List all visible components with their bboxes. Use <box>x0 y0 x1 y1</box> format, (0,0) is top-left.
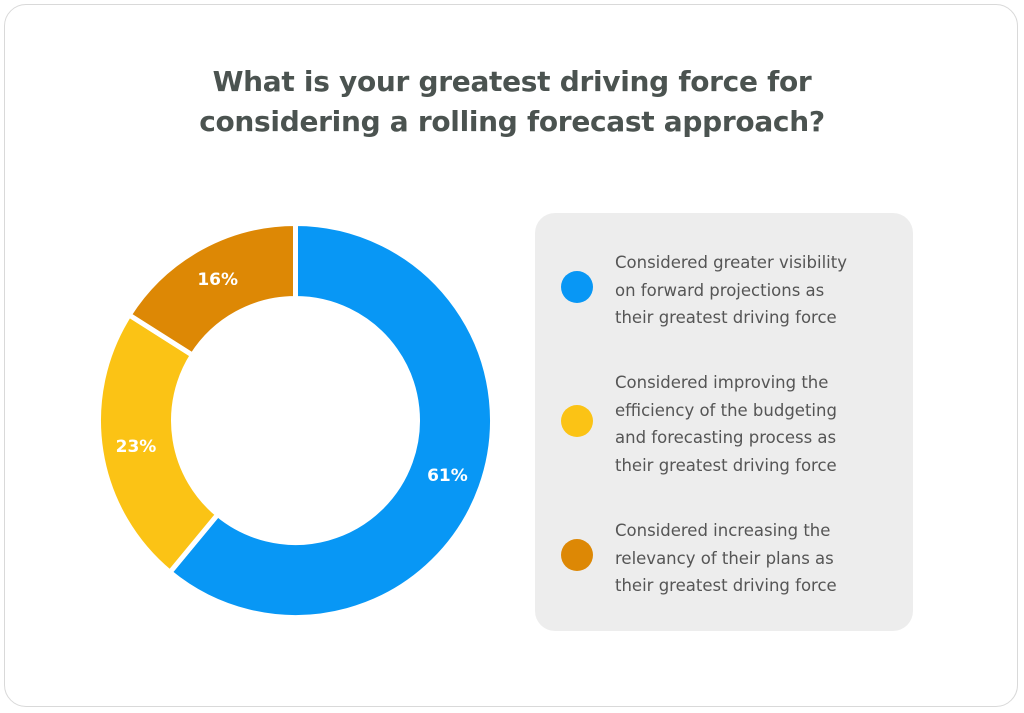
legend-label: Considered greater visibility on forward… <box>615 253 847 327</box>
title-line-1: What is your greatest driving force for <box>212 65 812 98</box>
data-label: 16% <box>197 270 238 290</box>
legend-swatch <box>561 405 593 437</box>
data-label: 61% <box>427 466 468 486</box>
chart-title: What is your greatest driving force for … <box>0 62 1024 142</box>
legend-swatch <box>561 539 593 571</box>
legend-swatch <box>561 271 593 303</box>
legend: Considered greater visibility on forward… <box>535 213 913 631</box>
donut-slice <box>166 220 495 620</box>
donut-slice <box>96 311 222 576</box>
title-line-2: considering a rolling forecast approach? <box>199 105 825 138</box>
donut-slice <box>125 220 298 359</box>
legend-label: Considered increasing the relevancy of t… <box>615 521 837 595</box>
data-label: 23% <box>116 437 157 457</box>
legend-label: Considered improving the efficiency of t… <box>615 373 837 475</box>
